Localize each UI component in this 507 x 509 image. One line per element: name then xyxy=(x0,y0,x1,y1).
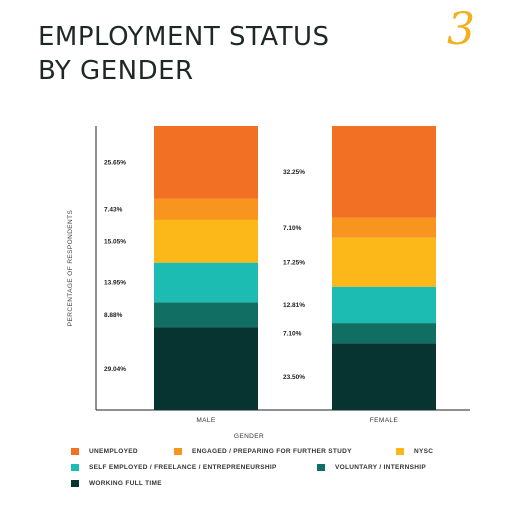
chart-title-line-1: EMPLOYMENT STATUS xyxy=(38,22,330,52)
data-label-male-0: 29.04% xyxy=(104,366,126,373)
data-label-male-5: 25.65% xyxy=(104,160,126,167)
data-label-female-0: 23.50% xyxy=(283,374,305,381)
data-label-male-1: 8.88% xyxy=(104,312,123,319)
bar-segment-male-0 xyxy=(154,327,258,410)
bar-segment-male-4 xyxy=(154,198,258,220)
bar-segment-male-5 xyxy=(154,126,258,199)
bar-segment-female-1 xyxy=(332,323,436,344)
page-number: 3 xyxy=(447,4,475,55)
bar-segment-female-5 xyxy=(332,125,436,218)
bar-segment-male-2 xyxy=(154,262,258,303)
x-tick-label-male: MALE xyxy=(196,417,216,424)
chart-title-line-2: BY GENDER xyxy=(38,56,194,86)
x-tick-label-female: FEMALE xyxy=(370,417,399,424)
bar-segment-female-2 xyxy=(332,286,436,324)
data-label-female-5: 32.25% xyxy=(283,169,305,176)
bar-segment-male-1 xyxy=(154,302,258,328)
bar-segment-male-3 xyxy=(154,219,258,263)
data-label-female-3: 17.25% xyxy=(283,259,305,266)
data-label-female-1: 7.10% xyxy=(283,330,302,337)
data-label-male-2: 13.95% xyxy=(104,280,126,287)
data-label-female-2: 12.81% xyxy=(283,302,305,309)
data-label-female-4: 7.10% xyxy=(283,225,302,232)
chart-title: EMPLOYMENT STATUS BY GENDER xyxy=(38,20,330,88)
data-label-male-4: 7.43% xyxy=(104,207,123,214)
bar-segment-female-3 xyxy=(332,237,436,287)
bar-segment-female-0 xyxy=(332,343,436,410)
bar-segment-female-4 xyxy=(332,217,436,238)
y-axis-label: PERCENTAGE OF RESPONDENTS xyxy=(67,210,74,327)
data-label-male-3: 15.05% xyxy=(104,239,126,246)
x-axis-label: GENDER xyxy=(234,433,264,440)
